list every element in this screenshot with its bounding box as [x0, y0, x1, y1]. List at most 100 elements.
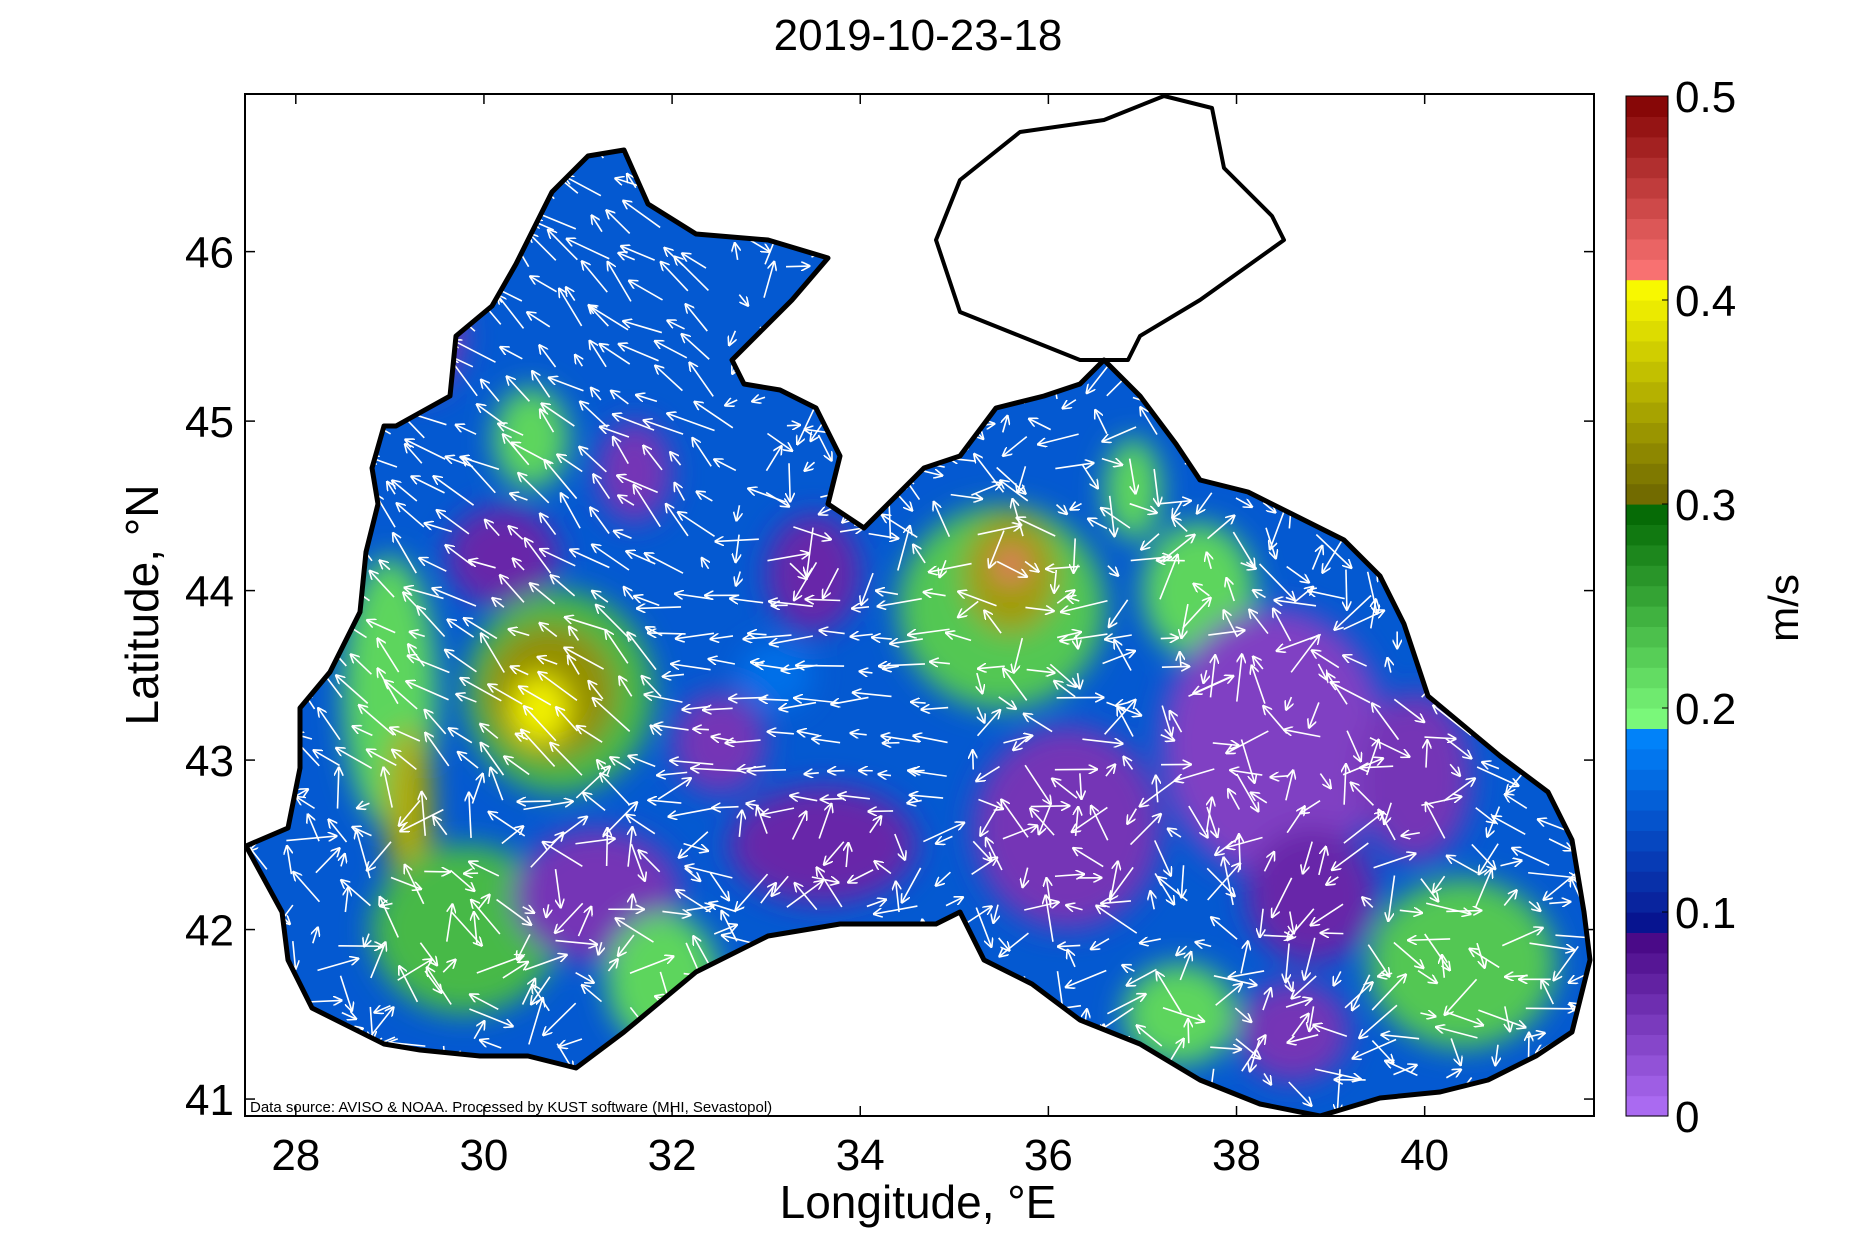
- velocity-arrow: [1550, 324, 1560, 366]
- velocity-arrow: [418, 229, 448, 261]
- velocity-arrow: [1308, 390, 1321, 394]
- velocity-arrow: [1423, 126, 1438, 138]
- velocity-arrow: [375, 245, 394, 259]
- velocity-arrow: [689, 979, 735, 986]
- speed-region: [997, 548, 1025, 582]
- velocity-arrow: [265, 142, 291, 159]
- velocity-arrow: [706, 1041, 719, 1052]
- velocity-arrow: [238, 977, 265, 1005]
- velocity-arrow: [888, 1080, 895, 1105]
- velocity-arrow: [1362, 535, 1367, 555]
- velocity-arrow: [1418, 585, 1438, 600]
- velocity-arrow: [1281, 157, 1294, 162]
- velocity-arrow: [259, 649, 287, 665]
- velocity-arrow: [266, 198, 288, 233]
- velocity-arrow: [1348, 96, 1366, 125]
- velocity-arrow: [1366, 395, 1406, 402]
- velocity-arrow: [1576, 228, 1587, 240]
- velocity-arrow: [1241, 334, 1258, 357]
- velocity-arrow: [1521, 120, 1526, 143]
- velocity-arrow: [973, 751, 974, 770]
- velocity-arrow: [1507, 192, 1524, 204]
- velocity-arrow: [1107, 190, 1150, 202]
- velocity-arrow: [485, 261, 504, 267]
- velocity-arrow: [1347, 259, 1366, 291]
- velocity-arrow: [1345, 223, 1387, 242]
- velocity-arrow: [1524, 497, 1549, 540]
- velocity-arrow: [803, 357, 816, 358]
- map-area: [216, 85, 1627, 1116]
- velocity-arrow: [1507, 641, 1531, 656]
- velocity-arrow: [254, 553, 293, 565]
- colorbar-tick-label: 0.4: [1675, 277, 1736, 326]
- velocity-arrow: [1567, 637, 1583, 646]
- velocity-arrow: [287, 246, 314, 266]
- velocity-arrow: [1217, 180, 1234, 224]
- velocity-arrow: [319, 96, 338, 124]
- velocity-arrow: [506, 178, 526, 189]
- velocity-arrow: [318, 1035, 344, 1042]
- velocity-arrow: [1556, 565, 1579, 568]
- velocity-arrow: [259, 748, 290, 775]
- velocity-arrow: [288, 141, 318, 160]
- colorbar-band: [1626, 137, 1668, 158]
- velocity-arrow: [867, 225, 868, 269]
- velocity-arrow: [1437, 555, 1450, 596]
- colorbar-band: [1626, 647, 1668, 668]
- velocity-arrow: [739, 123, 778, 139]
- velocity-arrow: [250, 511, 264, 527]
- velocity-arrow: [1436, 509, 1473, 531]
- velocity-arrow: [1185, 138, 1188, 165]
- velocity-arrow: [378, 277, 392, 289]
- colorbar-band: [1626, 912, 1668, 933]
- x-axis-label: Longitude, °E: [780, 1176, 1057, 1228]
- velocity-arrow: [1449, 217, 1453, 230]
- velocity-arrow: [1530, 433, 1533, 448]
- velocity-arrow: [1163, 396, 1203, 397]
- velocity-arrow: [1368, 304, 1390, 328]
- velocity-arrow: [839, 999, 844, 1013]
- velocity-arrow: [485, 199, 501, 223]
- velocity-arrow: [976, 112, 984, 132]
- velocity-arrow: [1259, 167, 1284, 185]
- colorbar-band: [1626, 116, 1668, 137]
- velocity-arrow: [927, 1015, 948, 1041]
- velocity-arrow: [865, 120, 877, 163]
- velocity-arrow: [1234, 403, 1235, 432]
- velocity-arrow: [1057, 313, 1083, 336]
- x-tick-label: 38: [1212, 1131, 1261, 1180]
- velocity-arrow: [920, 249, 930, 259]
- velocity-arrow: [1367, 407, 1370, 425]
- velocity-arrow: [243, 722, 267, 743]
- velocity-arrow: [582, 95, 601, 121]
- velocity-arrow: [1583, 669, 1624, 673]
- velocity-arrow: [1147, 259, 1157, 270]
- speed-region: [973, 726, 1161, 929]
- velocity-arrow: [1444, 111, 1447, 132]
- velocity-arrow: [518, 801, 551, 802]
- velocity-arrow: [1194, 194, 1242, 207]
- velocity-arrow: [657, 138, 687, 160]
- velocity-arrow: [973, 198, 975, 213]
- velocity-arrow: [730, 974, 761, 978]
- velocity-arrow: [320, 359, 343, 368]
- velocity-arrow: [1483, 515, 1500, 538]
- velocity-arrow: [1446, 911, 1480, 912]
- velocity-arrow: [264, 99, 289, 125]
- velocity-arrow: [452, 274, 470, 291]
- velocity-arrow: [1048, 258, 1055, 273]
- velocity-arrow: [1471, 393, 1477, 428]
- velocity-arrow: [314, 172, 339, 195]
- velocity-arrow: [869, 811, 893, 812]
- velocity-arrow: [997, 295, 1000, 310]
- velocity-arrow: [1161, 638, 1178, 639]
- velocity-arrow: [1552, 402, 1570, 422]
- velocity-arrow: [1466, 462, 1478, 488]
- velocity-arrow: [1577, 131, 1579, 155]
- velocity-arrow: [792, 210, 796, 229]
- velocity-arrow: [921, 408, 963, 435]
- velocity-arrow: [1523, 674, 1526, 699]
- colorbar-band: [1626, 667, 1668, 688]
- velocity-arrow: [671, 106, 684, 119]
- velocity-arrow: [1394, 431, 1419, 469]
